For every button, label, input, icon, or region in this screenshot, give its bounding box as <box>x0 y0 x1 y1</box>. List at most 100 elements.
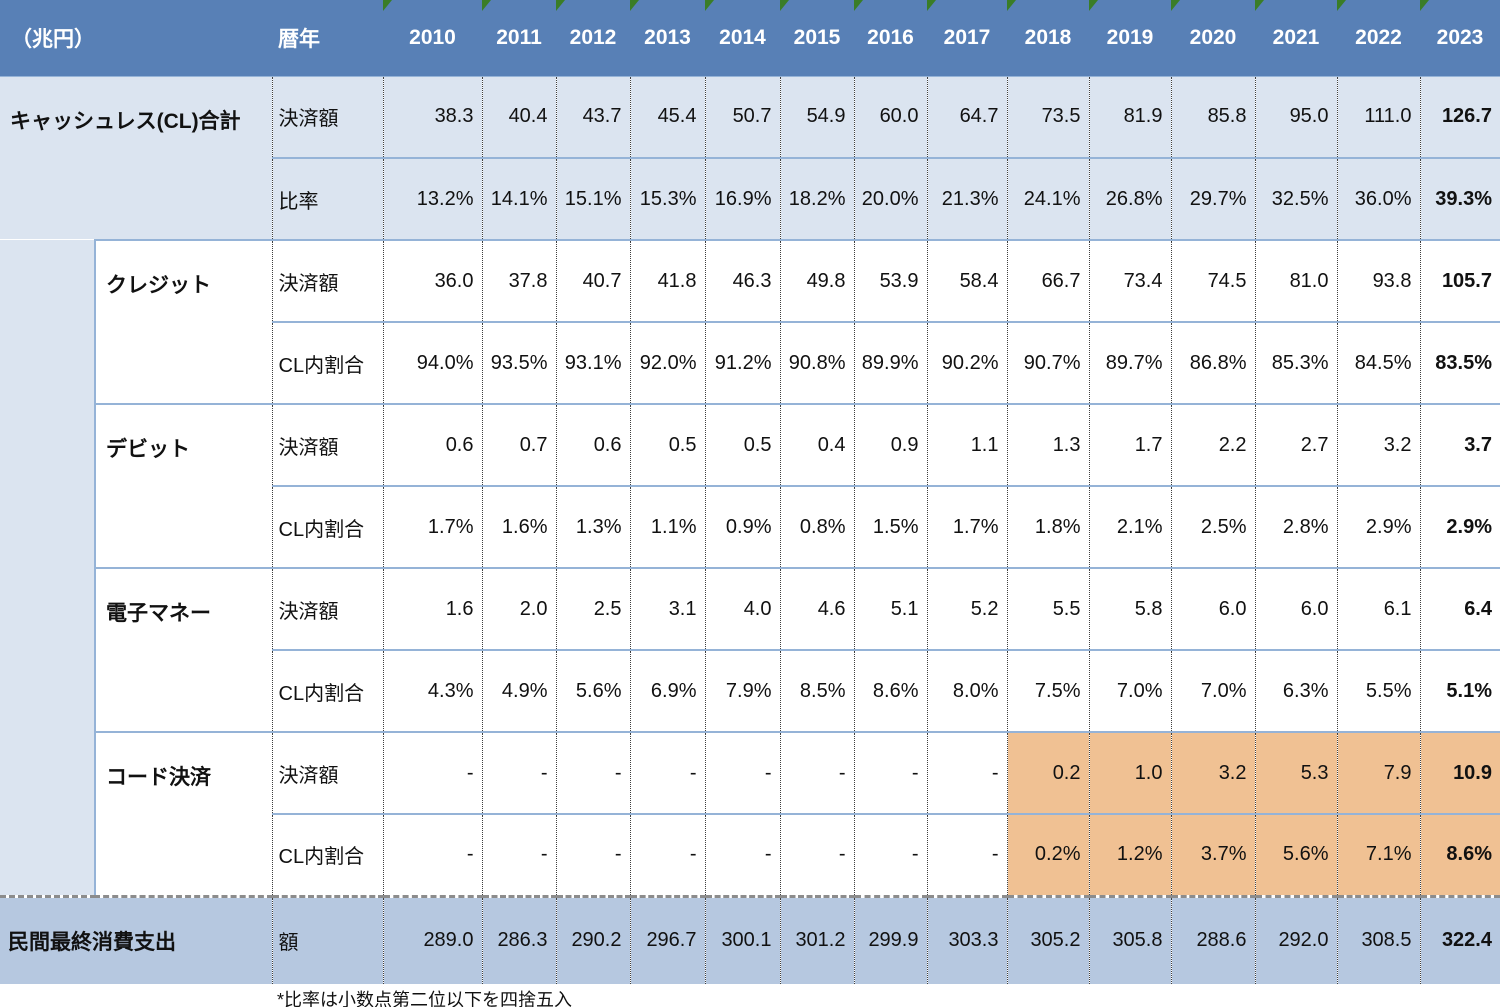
value-cell: 94.0% <box>382 322 482 404</box>
value-cell: 29.7% <box>1170 158 1255 240</box>
footnote: *比率は小数点第二位以下を四捨五入 <box>277 990 573 1007</box>
value-cell: 0.4 <box>779 403 854 487</box>
year-header-label: 2016 <box>867 25 914 49</box>
value-cell: 1.7 <box>1088 403 1171 487</box>
value-cell: 7.9 <box>1336 731 1420 815</box>
indent-strip <box>0 240 96 896</box>
value-cell: - <box>555 814 630 896</box>
value-cell: 6.4 <box>1419 567 1500 651</box>
row-label-consumption: 民間最終消費支出 <box>0 894 272 984</box>
cell-flag-icon <box>1171 0 1180 11</box>
value-cell: 1.7% <box>382 486 482 568</box>
value-cell: 322.4 <box>1419 894 1500 984</box>
value-cell: 73.4 <box>1088 239 1171 323</box>
value-cell: 15.3% <box>629 158 705 240</box>
year-header-2014: 2014 <box>705 0 780 77</box>
value-cell: 40.4 <box>481 76 556 159</box>
year-header-2016: 2016 <box>854 0 927 77</box>
table-row: キャッシュレス(CL)合計 決済額 38.3 40.4 43.7 45.4 50.7 54.9… <box>0 76 1500 240</box>
value-cell: 18.2% <box>779 158 854 240</box>
value-cell: 1.0 <box>1088 731 1171 815</box>
value-cell: 2.9% <box>1336 486 1420 568</box>
value-cell: - <box>779 814 854 896</box>
value-cell: - <box>926 731 1007 815</box>
value-cell: 40.7 <box>555 239 630 323</box>
cell-flag-icon <box>482 0 491 11</box>
cell-flag-icon <box>1420 0 1429 11</box>
value-cell: 16.9% <box>704 158 780 240</box>
year-header-label: 2011 <box>496 25 542 49</box>
value-cell: - <box>704 731 780 815</box>
value-cell: 95.0 <box>1254 76 1337 159</box>
table-row: 電子マネー 決済額 1.6 2.0 2.5 3.1 4.0 4.6 5.1 5.2 5.5 5.8 6.… <box>0 567 1500 732</box>
value-cell: 6.1 <box>1336 567 1420 651</box>
value-cell: 0.2% <box>1006 814 1089 896</box>
unit-label: （兆円） <box>0 0 272 77</box>
row-label-cl-total: キャッシュレス(CL)合計 <box>0 76 272 240</box>
value-cell: 90.8% <box>779 322 854 404</box>
value-cell: - <box>853 731 927 815</box>
year-header-label: 2013 <box>644 25 691 49</box>
year-header-2021: 2021 <box>1255 0 1337 77</box>
row-label-credit: クレジット <box>95 239 272 404</box>
value-cell: 2.5% <box>1170 486 1255 568</box>
value-cell: - <box>555 731 630 815</box>
value-cell: 5.8 <box>1088 567 1171 651</box>
cell-flag-icon <box>556 0 565 11</box>
metric-label: 決済額 <box>271 239 383 323</box>
table-row: CL内割合 94.0% 93.5% 93.1% 92.0% 91.2% 90.8% 89.9%… <box>0 322 1500 404</box>
year-header-label: 2014 <box>719 25 766 49</box>
value-cell: 41.8 <box>629 239 705 323</box>
year-header-2017: 2017 <box>927 0 1007 77</box>
value-cell: 299.9 <box>853 894 927 984</box>
value-cell: 6.9% <box>629 650 705 732</box>
value-cell: 303.3 <box>926 894 1007 984</box>
value-cell: - <box>853 814 927 896</box>
value-cell: 1.6% <box>481 486 556 568</box>
cell-flag-icon <box>927 0 936 11</box>
value-cell: - <box>926 814 1007 896</box>
value-cell: 6.0 <box>1170 567 1255 651</box>
metric-label: 決済額 <box>271 567 383 651</box>
metric-label: CL内割合 <box>271 322 383 404</box>
value-cell: 1.3% <box>555 486 630 568</box>
value-cell: 90.7% <box>1006 322 1089 404</box>
value-cell: 81.0 <box>1254 239 1337 323</box>
value-cell: 2.7 <box>1254 403 1337 487</box>
year-header-2015: 2015 <box>780 0 854 77</box>
value-cell: 92.0% <box>629 322 705 404</box>
value-cell: 54.9 <box>779 76 854 159</box>
value-cell: 91.2% <box>704 322 780 404</box>
value-cell: 38.3 <box>382 76 482 159</box>
value-cell: 36.0% <box>1336 158 1420 240</box>
value-cell: 85.3% <box>1254 322 1337 404</box>
value-cell: 36.0 <box>382 239 482 323</box>
value-cell: 66.7 <box>1006 239 1089 323</box>
value-cell: 20.0% <box>853 158 927 240</box>
value-cell: 305.2 <box>1006 894 1089 984</box>
year-header-label: 2021 <box>1272 25 1320 49</box>
value-cell: 5.3 <box>1254 731 1337 815</box>
value-cell: 7.9% <box>704 650 780 732</box>
value-cell: - <box>629 731 705 815</box>
value-cell: 1.6 <box>382 567 482 651</box>
value-cell: - <box>481 731 556 815</box>
value-cell: 13.2% <box>382 158 482 240</box>
value-cell: 83.5% <box>1419 322 1500 404</box>
value-cell: 4.3% <box>382 650 482 732</box>
cell-flag-icon <box>383 0 392 11</box>
value-cell: 84.5% <box>1336 322 1420 404</box>
value-cell: 2.8% <box>1254 486 1337 568</box>
value-cell: - <box>382 814 482 896</box>
value-cell: 8.6% <box>853 650 927 732</box>
value-cell: 0.6 <box>382 403 482 487</box>
value-cell: 5.6% <box>1254 814 1337 896</box>
year-header-2019: 2019 <box>1089 0 1171 77</box>
year-header-label: 2018 <box>1024 25 1072 49</box>
value-cell: 0.8% <box>779 486 854 568</box>
header-row: （兆円） 暦年 2010 2011 2012 2013 2014 2015 2016 2017… <box>0 0 1500 77</box>
value-cell: 126.7 <box>1419 76 1500 159</box>
value-cell: 3.7% <box>1170 814 1255 896</box>
value-cell: 5.1 <box>853 567 927 651</box>
value-cell: 0.2 <box>1006 731 1089 815</box>
